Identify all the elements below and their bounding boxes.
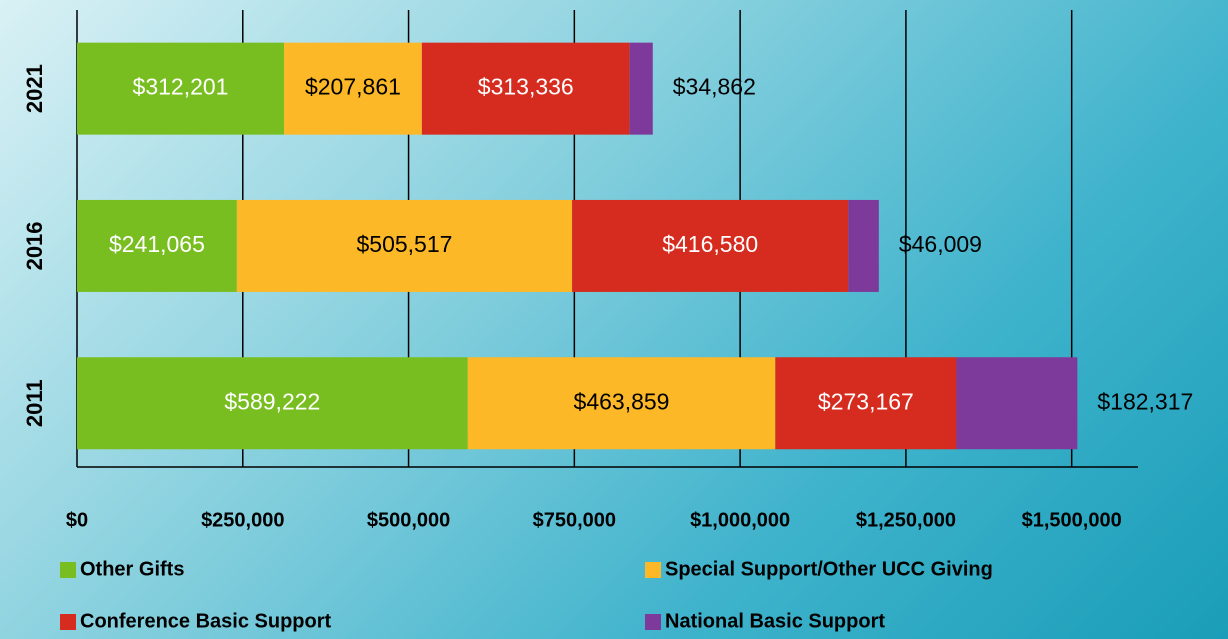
legend-label: Other Gifts [80, 558, 184, 580]
data-label: $241,065 [109, 231, 205, 257]
x-tick-label: $500,000 [367, 509, 450, 531]
x-tick-label: $0 [66, 509, 88, 531]
bar-segment [236, 199, 573, 292]
data-label: $463,859 [574, 388, 670, 414]
data-label: $312,201 [133, 74, 229, 100]
x-tick-label: $1,500,000 [1022, 509, 1122, 531]
legend-label: Special Support/Other UCC Giving [665, 558, 993, 580]
legend-swatch [60, 562, 76, 578]
bar-segment [77, 42, 285, 135]
x-tick-label: $1,000,000 [690, 509, 790, 531]
data-label: $313,336 [478, 74, 574, 100]
data-label: $505,517 [356, 231, 452, 257]
bar-segment [848, 199, 879, 292]
x-tick-label: $750,000 [533, 509, 616, 531]
data-label: $182,317 [1097, 388, 1193, 414]
bar-segment [956, 357, 1078, 450]
data-label: $273,167 [818, 388, 914, 414]
y-tick-label: 2016 [22, 221, 47, 270]
legend-swatch [645, 562, 661, 578]
y-tick-label: 2021 [22, 64, 47, 113]
data-label: $207,861 [305, 74, 401, 100]
data-label: $589,222 [224, 388, 320, 414]
data-label: $416,580 [662, 231, 758, 257]
legend-swatch [60, 614, 76, 630]
bar-segment [421, 42, 630, 135]
legend-swatch [645, 614, 661, 630]
bar-segment [77, 199, 237, 292]
x-tick-label: $250,000 [201, 509, 284, 531]
bar-segment [775, 357, 957, 450]
legend-label: National Basic Support [665, 610, 885, 632]
bar-segment [572, 199, 849, 292]
data-label: $46,009 [899, 231, 982, 257]
x-tick-label: $1,250,000 [856, 509, 956, 531]
y-tick-label: 2011 [22, 379, 47, 427]
bar-segment [467, 357, 776, 450]
bar-segment [77, 357, 468, 450]
bar-segment [284, 42, 422, 135]
bar-segment [629, 42, 653, 135]
legend-label: Conference Basic Support [80, 610, 332, 632]
data-label: $34,862 [673, 74, 756, 100]
